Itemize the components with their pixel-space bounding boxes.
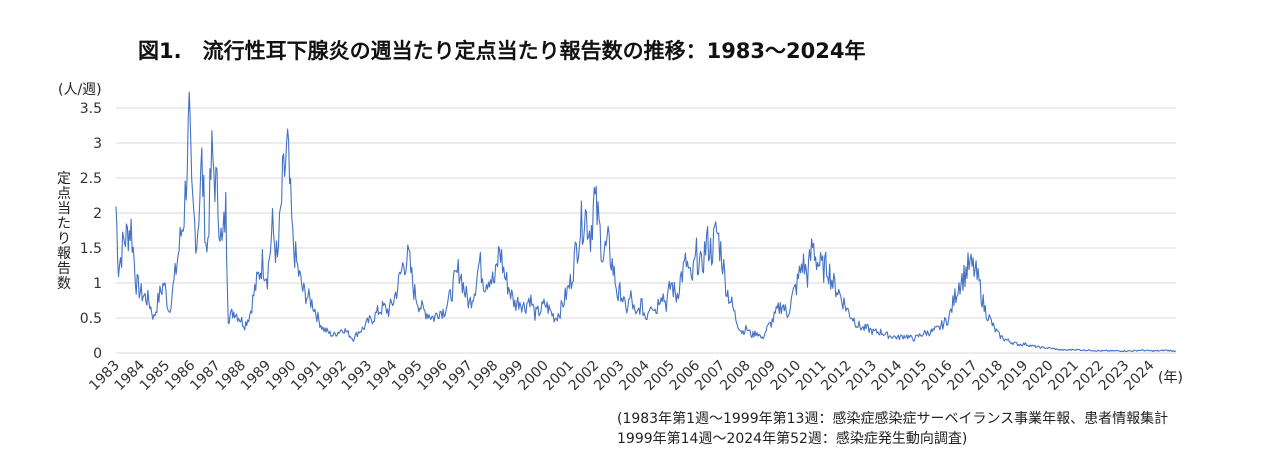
y-tick-label: 3 (93, 136, 102, 152)
y-tick-label: 2.5 (80, 171, 102, 187)
y-tick-labels: 0 0.5 1 1.5 2 2.5 3 3.5 (80, 101, 102, 362)
y-tick-label: 3.5 (80, 101, 102, 117)
y-axis-label-char: 当 (57, 201, 71, 217)
y-axis-label: 定点当たり報告数 (57, 171, 71, 292)
x-tick-label: 2024 (1121, 357, 1158, 394)
y-axis-label-char: 点 (57, 186, 71, 202)
y-tick-label: 0.5 (80, 311, 102, 327)
y-axis-label-char: 告 (57, 261, 71, 277)
y-tick-label: 2 (93, 206, 102, 222)
y-axis-label-char: 報 (57, 246, 71, 262)
gridlines (116, 107, 1176, 354)
y-tick-label: 1 (93, 276, 102, 292)
y-axis-label-char: 定 (57, 171, 71, 187)
source-note-line-1: (1983年第1週〜1999年第13週：感染症感染症サーベイランス事業年報、患者… (617, 410, 1168, 427)
series-layer (115, 91, 1177, 353)
y-tick-label: 0 (93, 346, 102, 362)
y-tick-label: 1.5 (80, 241, 102, 257)
series-line (115, 91, 1177, 353)
y-axis-label-char: 数 (57, 276, 71, 292)
source-note-line-2: 1999年第14週〜2024年第52週：感染症発生動向調査) (617, 430, 967, 447)
y-axis-label-char: り (57, 231, 71, 247)
y-unit-label: (人/週) (58, 82, 102, 98)
y-axis-label-char: た (57, 216, 71, 232)
chart-title: 図1. 流行性耳下腺炎の週当たり定点当たり報告数の推移：1983〜2024年 (138, 39, 865, 63)
x-tick-labels: 1983198419851986198719881989199019911992… (86, 357, 1157, 394)
x-axis-label: (年) (1158, 370, 1183, 386)
